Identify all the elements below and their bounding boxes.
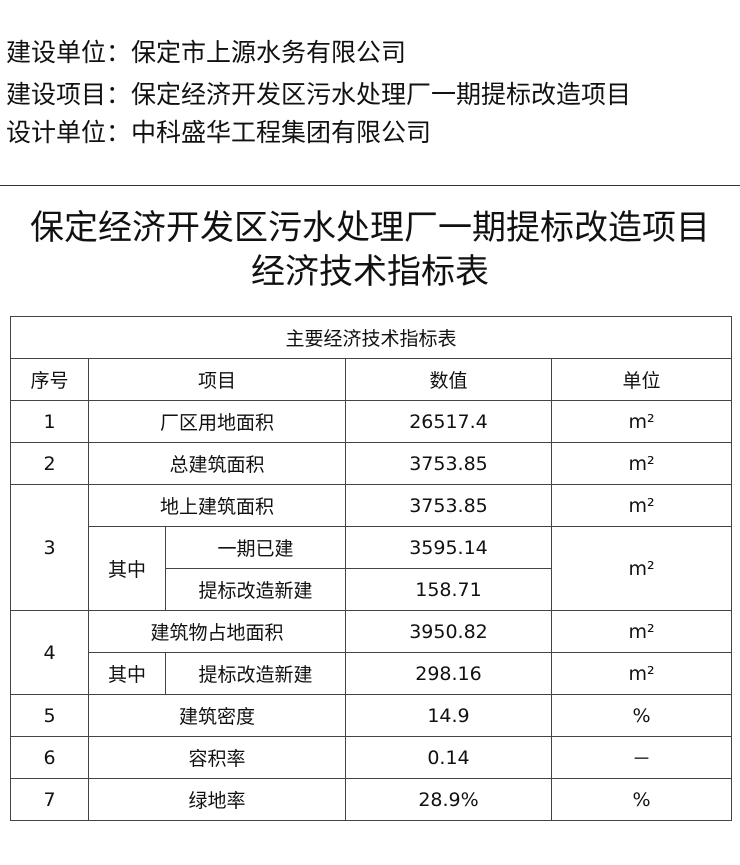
table-row: 5 建筑密度 14.9% <box>10 694 733 737</box>
indicator-table: 主要经济技术指标表 序号 项目 数值 单位 1 厂区用地面积 26517.4 m² 2… <box>9 316 733 821</box>
row-value: 3595.14 <box>345 526 552 569</box>
table-row: 7 绿地率 28.9%% <box>10 778 733 821</box>
table-caption: 主要经济技术指标表 <box>9 316 733 359</box>
row-no: 5 <box>10 694 89 737</box>
row-no: 6 <box>10 736 89 779</box>
col-unit: 单位 <box>550 358 733 401</box>
row-value: 298.16 <box>345 652 552 695</box>
row-unit: % <box>550 694 733 737</box>
col-no: 序号 <box>10 358 89 401</box>
table-subrow: 其中 提标改造新建 298.16 m² <box>11 652 733 695</box>
project-line: 建设项目：保定经济开发区污水处理厂一期提标改造项目 <box>6 80 632 109</box>
row-unit: m² <box>550 526 733 611</box>
row-item: 一期已建 <box>165 526 346 569</box>
row-no: 4 <box>10 610 89 695</box>
row-value: 26517.4 <box>345 400 552 443</box>
row-unit: m² <box>550 442 733 485</box>
row-unit: % <box>550 778 733 821</box>
row-item: 建筑物占地面积 <box>88 610 346 653</box>
designer-line: 设计单位：中科盛华工程集团有限公司 <box>6 118 432 147</box>
col-value: 数值 <box>345 358 552 401</box>
row-unit: m² <box>550 652 733 695</box>
table-row: 3 地上建筑面积 3753.85 m² <box>10 484 733 611</box>
row-value: 3950.82 <box>345 610 552 653</box>
row-unit: － <box>550 736 733 779</box>
doc-subtitle: 经济技术指标表 <box>251 252 489 292</box>
table-row: 6 容积率 0.14 － <box>10 736 733 779</box>
row-no: 7 <box>10 778 89 821</box>
row-no: 3 <box>10 484 89 611</box>
divider <box>0 185 740 186</box>
row-value: 3753.85 <box>345 484 552 527</box>
row-item: 绿地率 <box>88 778 346 821</box>
row-unit: m² <box>550 400 733 443</box>
sub-label: 其中 <box>88 526 166 611</box>
doc-title: 保定经济开发区污水处理厂一期提标改造项目 <box>30 208 710 248</box>
row-value: 28.9% <box>345 778 552 821</box>
sub-label: 其中 <box>88 652 166 695</box>
row-unit: m² <box>550 484 733 527</box>
row-item: 地上建筑面积 <box>88 484 346 527</box>
row-value: 158.71 <box>345 568 552 611</box>
row-item: 厂区用地面积 <box>88 400 346 443</box>
row-item: 提标改造新建 <box>165 568 346 611</box>
table-row: 4 建筑物占地面积 3950.82 m² <box>10 610 733 695</box>
header-row: 序号 项目 数值 单位 <box>10 358 733 401</box>
owner-line: 建设单位：保定市上源水务有限公司 <box>6 38 407 67</box>
col-item: 项目 <box>88 358 346 401</box>
table-row: 1 厂区用地面积 26517.4 m² <box>10 400 733 443</box>
row-item: 总建筑面积 <box>88 442 346 485</box>
row-no: 1 <box>10 400 89 443</box>
row-value: 3753.85 <box>345 442 552 485</box>
table-subrow: 提标改造新建 158.71 <box>11 568 732 611</box>
table-subrow: 其中 一期已建 3595.14 m² <box>11 526 733 611</box>
row-value: 0.14 <box>345 736 552 779</box>
row-value: 14.9 <box>345 694 552 737</box>
row-unit: m² <box>550 610 733 653</box>
table-row: 2 总建筑面积 3753.85 m² <box>10 442 733 485</box>
row-item: 提标改造新建 <box>165 652 346 695</box>
row-item: 建筑密度 <box>88 694 346 737</box>
row-no: 2 <box>10 442 89 485</box>
row-item: 容积率 <box>88 736 346 779</box>
